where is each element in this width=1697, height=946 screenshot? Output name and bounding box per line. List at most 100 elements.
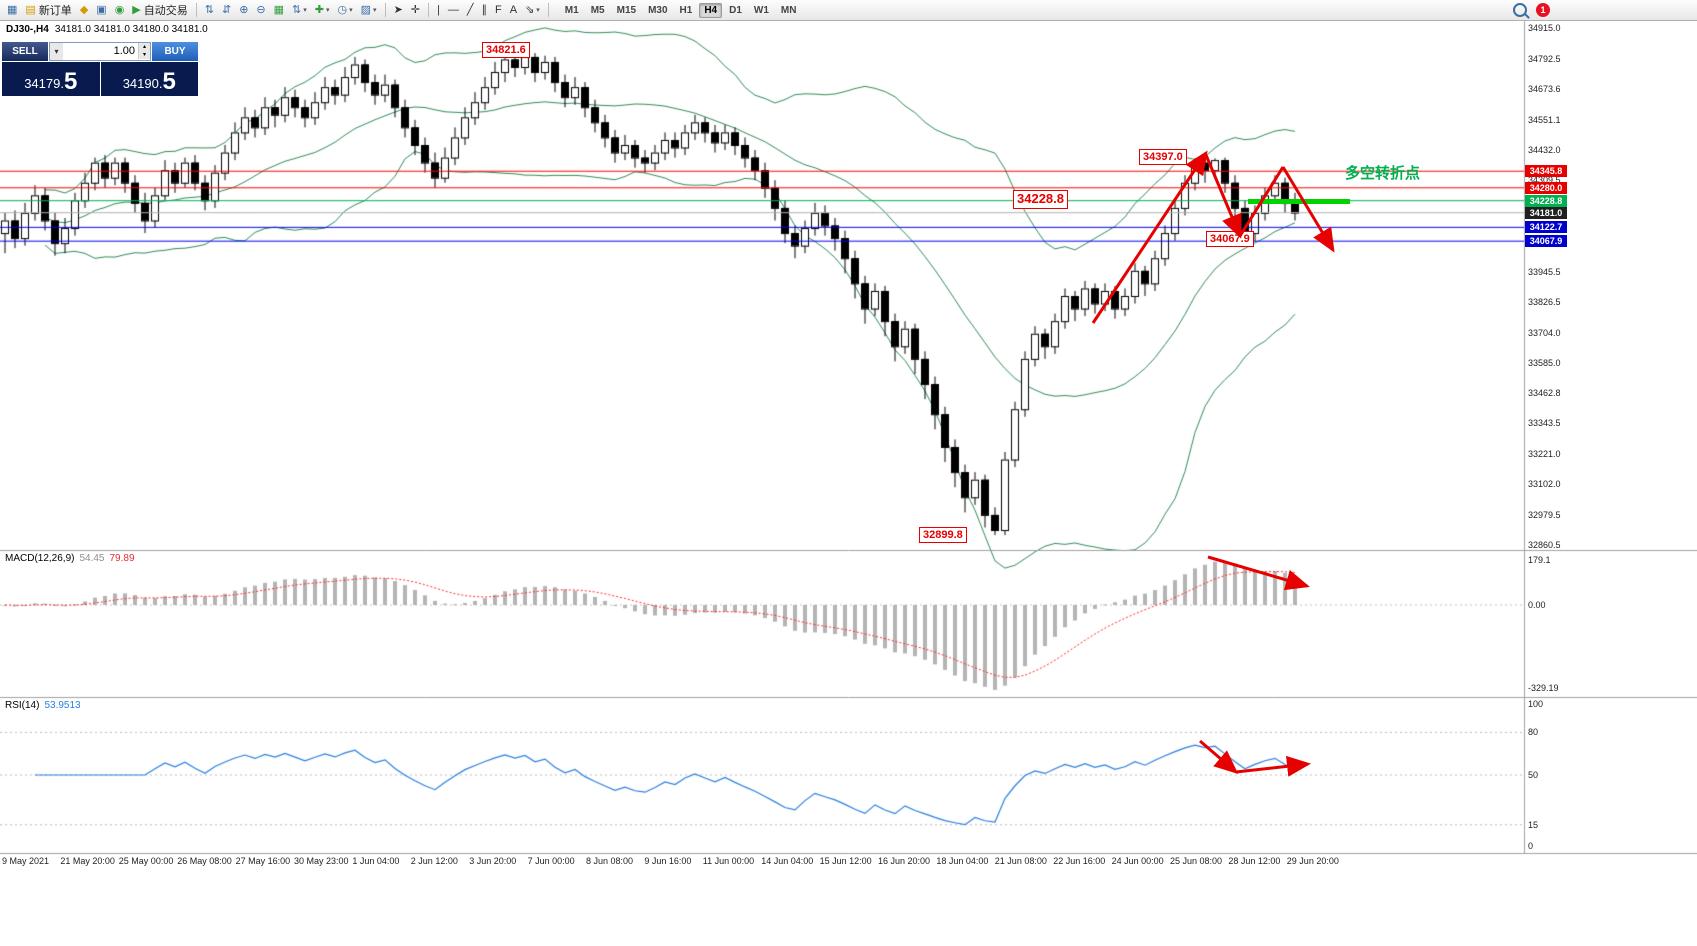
buy-price-display[interactable]: 34190. 5	[100, 62, 198, 96]
time-axis-label: 3 Jun 20:00	[469, 856, 517, 866]
time-axis-label: 2 Jun 12:00	[410, 856, 458, 866]
timeframe-clock-icon: ◷	[337, 3, 348, 16]
lot-size-value[interactable]: 1.00	[113, 45, 135, 57]
new-chart-icon: ▦	[7, 3, 18, 16]
vertical-line-icon[interactable]: |	[434, 1, 443, 19]
time-axis-label: 27 May 16:00	[235, 856, 291, 866]
time-axis-label: 11 Jun 00:00	[702, 856, 755, 866]
arrange-windows-icon[interactable]: ⇅ ▾	[289, 1, 310, 19]
rsi-name: RSI(14)	[5, 700, 40, 711]
templates-icon: ▨	[360, 3, 372, 16]
thick-green-trendline[interactable]	[1248, 198, 1350, 204]
shapes-icon: ⇘	[525, 3, 535, 16]
new-chart-icon[interactable]: ▦	[4, 1, 20, 19]
profiles-icon[interactable]: ◆	[77, 1, 91, 19]
macd-scale-label: -329.19	[1528, 682, 1559, 693]
timeframe-clock-icon[interactable]: ◷ ▾	[335, 1, 356, 19]
dropdown-arrow-icon: ▾	[303, 7, 307, 14]
price-scale-label: 33945.5	[1528, 266, 1561, 277]
cursor-icon[interactable]: ➤	[391, 1, 406, 19]
price-marker: 34280.0	[1525, 181, 1567, 194]
new-order-icon: ▤	[25, 3, 36, 16]
price-marker: 34181.0	[1525, 206, 1567, 219]
add-indicator-icon[interactable]: ✚ ▾	[312, 1, 333, 19]
search-icon[interactable]	[1513, 3, 1527, 17]
timeframe-d1[interactable]: D1	[729, 4, 742, 16]
timeframe-m1[interactable]: M1	[564, 4, 579, 16]
dropdown-arrow-icon: ▾	[349, 7, 353, 14]
sort-ascending-icon: ⇅	[204, 3, 214, 16]
bull-bear-pivot-annotation[interactable]: 多空转折点	[1345, 165, 1421, 182]
time-axis-label: 16 Jun 20:00	[878, 856, 931, 866]
text-icon: A	[509, 3, 518, 16]
zoom-in-icon[interactable]: ⊕	[236, 1, 251, 19]
vertical-line-icon: |	[437, 3, 440, 16]
sell-price-display[interactable]: 34179. 5	[2, 62, 100, 96]
crosshair-icon[interactable]: ✛	[408, 1, 423, 19]
timeframe-h4[interactable]: H4	[699, 2, 723, 18]
lot-increment-icon[interactable]: ▴	[138, 43, 150, 51]
price-scale-label: 33585.0	[1528, 357, 1561, 368]
price-scale[interactable]: 34915.0 34792.5 34673.6 34551.1 34432.0 34309…	[1525, 21, 1697, 853]
sell-button[interactable]: SELL	[2, 42, 48, 61]
price-marker: 34122.7	[1525, 221, 1567, 234]
auto-trading-button[interactable]: ▶ 自动交易	[129, 1, 190, 19]
new-order-button-label: 新订单	[38, 5, 72, 17]
rsi-scale-label: 100	[1528, 699, 1544, 709]
price-scale-label: 34309.5	[1528, 175, 1561, 186]
fibonacci-icon[interactable]: F	[492, 1, 505, 19]
dropdown-arrow-icon: ▾	[373, 7, 377, 14]
rsi-scale-label: 50	[1528, 770, 1539, 780]
channel-icon[interactable]: ∥	[478, 1, 490, 19]
buy-button[interactable]: BUY	[152, 42, 198, 61]
lot-stepper[interactable]: ▴ ▾	[138, 43, 150, 60]
buy-price-big-digit: 5	[162, 68, 176, 95]
text-icon[interactable]: A	[507, 1, 520, 19]
channel-icon: ∥	[481, 3, 487, 16]
time-axis-label: 29 Jun 20:00	[1286, 856, 1339, 866]
zoom-out-icon[interactable]: ⊖	[253, 1, 268, 19]
timeframe-m30[interactable]: M30	[648, 4, 668, 16]
time-axis-label: 15 Jun 12:00	[819, 856, 872, 866]
rsi-scale-label: 15	[1528, 819, 1539, 830]
cursor-icon: ➤	[393, 3, 403, 16]
zoom-out-icon: ⊖	[256, 3, 266, 16]
time-axis[interactable]: 9 May 2021 21 May 20:00 25 May 00:00 26 May…	[0, 854, 1697, 872]
time-axis-label: 25 Jun 08:00	[1170, 856, 1223, 866]
lot-dropdown-icon[interactable]: ▾	[50, 43, 63, 60]
sell-price-big-digit: 5	[63, 68, 78, 95]
trendline-icon[interactable]: ╱	[464, 1, 477, 19]
timeframe-m5[interactable]: M5	[590, 4, 605, 16]
price-marker: 34228.8	[1525, 194, 1567, 207]
time-axis-label: 9 Jun 16:00	[644, 856, 692, 866]
timeframe-h1[interactable]: H1	[679, 4, 693, 16]
lot-decrement-icon[interactable]: ▾	[138, 51, 150, 59]
sort-descending-icon: ⇵	[221, 3, 232, 16]
macd-main-value: 54.45	[79, 553, 105, 564]
lot-size-field[interactable]: ▾ 1.00 ▴ ▾	[49, 42, 151, 61]
macd-indicator-label: MACD(12,26,9) 54.45 79.89	[5, 553, 135, 564]
time-axis-label: 21 Jun 08:00	[994, 856, 1047, 866]
shapes-icon[interactable]: ⇘ ▾	[522, 1, 543, 19]
toolbar-items: ▦ ▤ 新订单 ◆ ▣ ◉ ▶ 自动交易 ⇅ ⇵ ⊕ ⊖ ▦ ⇅ ▾ ✚ ▾ ◷ ▾ ▨ ▾ ➤ ✛ | — ╱ ∥ F A ⇘ ▾	[3, 1, 553, 19]
timeframe-mn[interactable]: MN	[780, 4, 797, 16]
macd-scale-label: 179.1	[1528, 554, 1551, 565]
price-scale-label: 33343.5	[1528, 418, 1561, 429]
tile-windows-icon[interactable]: ▦	[271, 1, 287, 19]
market-watch-icon[interactable]: ▣	[93, 1, 109, 19]
new-order-button[interactable]: ▤ 新订单	[22, 1, 74, 19]
time-axis-label: 9 May 2021	[2, 856, 50, 866]
sort-ascending-icon[interactable]: ⇅	[202, 1, 217, 19]
timeframe-w1[interactable]: W1	[753, 4, 769, 16]
sort-descending-icon[interactable]: ⇵	[219, 1, 234, 19]
time-axis-label: 28 Jun 12:00	[1228, 856, 1281, 866]
dropdown-arrow-icon: ▾	[536, 7, 540, 14]
toolbar-separator	[428, 3, 429, 17]
navigator-icon[interactable]: ◉	[112, 1, 128, 19]
notification-badge[interactable]: 1	[1536, 3, 1550, 17]
price-scale-label: 33221.0	[1528, 449, 1561, 460]
timeframe-m15[interactable]: M15	[616, 4, 637, 16]
horizontal-line-icon[interactable]: —	[445, 1, 462, 19]
templates-icon[interactable]: ▨ ▾	[358, 1, 380, 19]
